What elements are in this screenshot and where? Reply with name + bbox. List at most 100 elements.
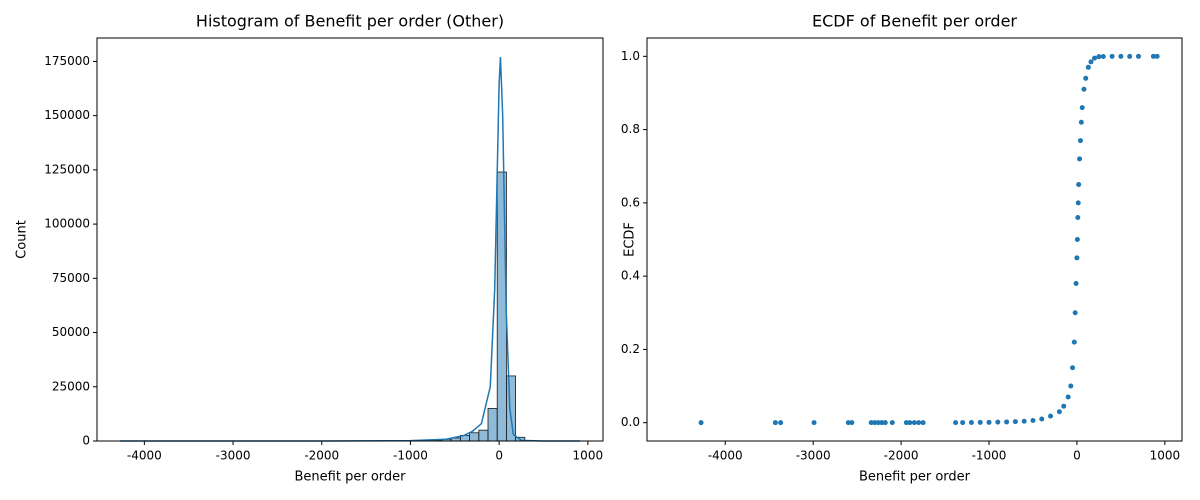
point	[1073, 280, 1079, 286]
x-tick-label: 1000	[1150, 449, 1181, 463]
x-tick-label: -1000	[393, 449, 428, 463]
point	[1072, 310, 1078, 316]
point	[1109, 53, 1115, 59]
point	[1048, 413, 1054, 419]
point	[1039, 416, 1045, 422]
y-axis-label: ECDF	[623, 222, 638, 257]
y-tick-label: 100000	[44, 217, 90, 231]
point	[953, 420, 959, 426]
point	[1021, 418, 1027, 424]
x-tick-label: 0	[495, 449, 503, 463]
y-tick-label: 125000	[44, 162, 90, 176]
point	[1074, 237, 1080, 242]
point	[1081, 86, 1087, 92]
point	[1078, 119, 1084, 125]
point	[698, 420, 704, 426]
chart-title: ECDF of Benefit per order	[812, 12, 1017, 31]
point	[778, 420, 784, 426]
point	[968, 419, 974, 425]
bar	[478, 429, 489, 442]
point	[1079, 105, 1085, 111]
point	[911, 420, 917, 426]
y-tick-label: 0.2	[621, 342, 640, 356]
point	[1100, 54, 1106, 60]
axes-frame	[96, 37, 604, 442]
point	[1150, 53, 1156, 59]
bar	[506, 375, 517, 442]
x-tick-label: -4000	[127, 449, 162, 463]
y-tick-label: 0	[82, 434, 90, 448]
point	[889, 420, 895, 426]
x-tick-label: -2000	[884, 449, 919, 463]
y-tick-label: 75000	[52, 271, 90, 285]
point	[960, 420, 966, 426]
point	[1075, 215, 1081, 221]
point	[1154, 53, 1160, 59]
point	[879, 420, 885, 426]
point	[1070, 365, 1076, 371]
x-tick-label: -2000	[304, 449, 339, 463]
x-tick-label: -3000	[216, 449, 251, 463]
x-tick-label: -4000	[708, 449, 743, 463]
bar	[469, 432, 480, 442]
subplot: Histogram of Benefit per order (Other) Be…	[15, 12, 604, 485]
point	[1004, 419, 1010, 425]
point	[986, 419, 992, 425]
x-tick-label: -3000	[796, 449, 831, 463]
y-tick-label: 0.4	[621, 269, 640, 283]
point	[1065, 394, 1071, 400]
point	[1077, 138, 1083, 144]
point	[1074, 255, 1080, 261]
point	[772, 420, 778, 426]
point	[1092, 55, 1098, 61]
y-tick-label: 175000	[44, 54, 90, 68]
y-tick-label: 1.0	[621, 49, 640, 63]
point	[875, 420, 881, 426]
point	[1127, 53, 1133, 59]
point	[1030, 417, 1036, 423]
y-tick-label: 25000	[52, 379, 90, 393]
point	[977, 419, 983, 425]
point	[1076, 182, 1082, 188]
y-tick-label: 150000	[44, 108, 90, 122]
axes-frame	[646, 37, 1183, 442]
point	[872, 420, 878, 426]
point	[1077, 156, 1083, 162]
point	[920, 420, 926, 426]
x-tick-label: 1000	[573, 449, 604, 463]
bar	[487, 408, 498, 442]
point	[1075, 200, 1081, 206]
subplot: ECDF of Benefit per order Benefit per ord…	[621, 12, 1183, 485]
point	[849, 420, 855, 426]
point	[1012, 419, 1018, 425]
x-axis-label: Benefit per order	[295, 470, 407, 485]
point	[1085, 64, 1091, 70]
point	[845, 420, 851, 426]
point	[1061, 403, 1067, 409]
y-tick-label: 50000	[52, 325, 90, 339]
point	[907, 420, 913, 426]
x-axis-label: Benefit per order	[859, 470, 971, 485]
point	[1083, 75, 1089, 81]
point	[916, 420, 922, 426]
y-tick-label: 0.6	[621, 195, 640, 209]
point	[1118, 53, 1124, 59]
point	[811, 420, 817, 426]
y-tick-label: 0.0	[621, 415, 640, 429]
point	[1071, 339, 1077, 345]
point	[903, 420, 909, 426]
x-tick-label: 0	[1073, 449, 1081, 463]
point	[1088, 59, 1094, 65]
point	[1056, 409, 1062, 415]
y-axis-label: Count	[15, 220, 30, 259]
point	[1068, 383, 1074, 389]
point	[1135, 53, 1141, 59]
y-tick-label: 0.8	[621, 122, 640, 136]
chart-title: Histogram of Benefit per order (Other)	[196, 12, 504, 31]
point	[995, 419, 1001, 425]
point	[1096, 54, 1102, 60]
x-tick-label: -1000	[972, 449, 1007, 463]
point	[882, 420, 888, 426]
